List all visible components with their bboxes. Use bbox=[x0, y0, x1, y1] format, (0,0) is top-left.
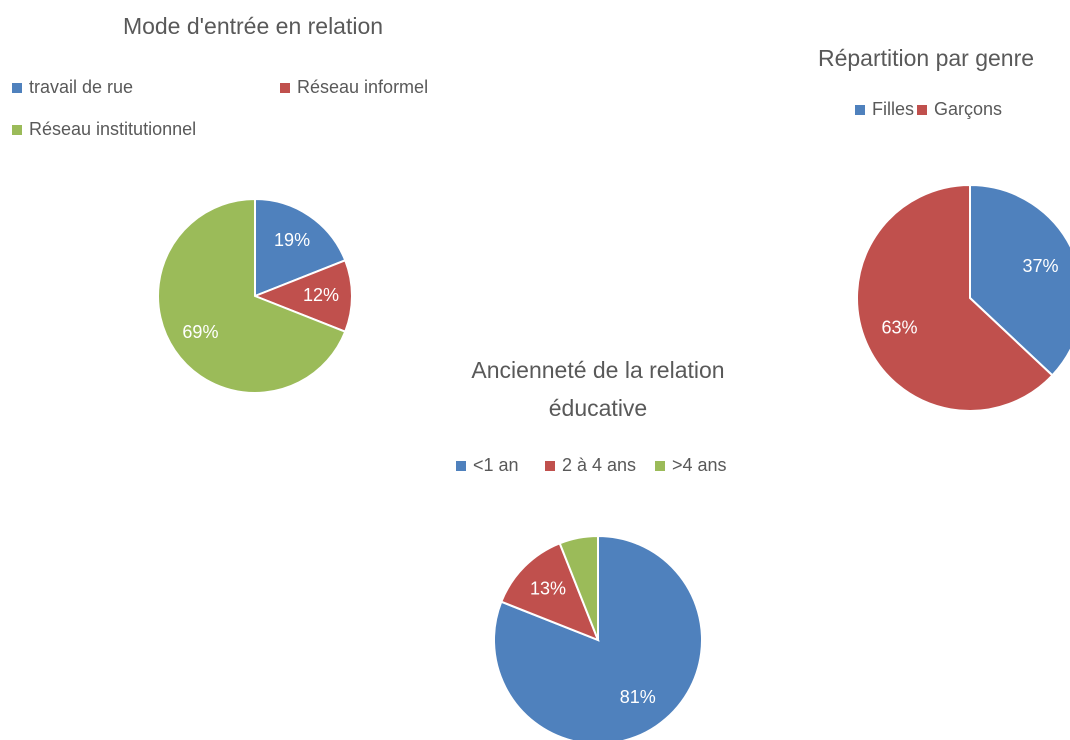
data-label: 12% bbox=[303, 285, 339, 305]
legend-swatch bbox=[12, 83, 22, 93]
legend-label: Filles bbox=[872, 99, 914, 119]
legend-label: Réseau informel bbox=[297, 77, 428, 97]
chart-title: Mode d'entrée en relation bbox=[123, 13, 383, 39]
legend-swatch bbox=[456, 461, 466, 471]
pie-slice bbox=[969, 183, 1070, 377]
pie-slice bbox=[856, 183, 1054, 412]
legend-label: 2 à 4 ans bbox=[562, 455, 636, 475]
legend-label: >4 ans bbox=[672, 455, 727, 475]
legend-swatch bbox=[545, 461, 555, 471]
legend-swatch bbox=[855, 105, 865, 115]
data-label: 37% bbox=[1023, 256, 1059, 276]
chart-title: Ancienneté de la relation éducative bbox=[471, 357, 725, 421]
pie-slice bbox=[558, 534, 599, 641]
data-label: 69% bbox=[182, 322, 218, 342]
legend-label: Garçons bbox=[934, 99, 1002, 119]
legend-swatch bbox=[280, 83, 290, 93]
legend-swatch bbox=[917, 105, 927, 115]
legend-label: travail de rue bbox=[29, 77, 133, 97]
pie-slice bbox=[252, 258, 353, 334]
pie-slice bbox=[493, 534, 703, 740]
legend-swatch bbox=[12, 125, 22, 135]
pie-slice bbox=[254, 197, 347, 298]
chart-title-box: Ancienneté de la relation éducative bbox=[471, 357, 725, 421]
legend-label: <1 an bbox=[473, 455, 519, 475]
legend-swatch bbox=[655, 461, 665, 471]
data-label: 19% bbox=[274, 230, 310, 250]
chart-title: Répartition par genre bbox=[818, 45, 1034, 71]
data-label: 63% bbox=[881, 317, 917, 337]
pie-slice bbox=[500, 542, 600, 642]
pie-slice bbox=[157, 197, 347, 394]
data-label: 13% bbox=[530, 579, 566, 599]
data-label: 81% bbox=[620, 687, 656, 707]
legend-label: Réseau institutionnel bbox=[29, 119, 196, 139]
